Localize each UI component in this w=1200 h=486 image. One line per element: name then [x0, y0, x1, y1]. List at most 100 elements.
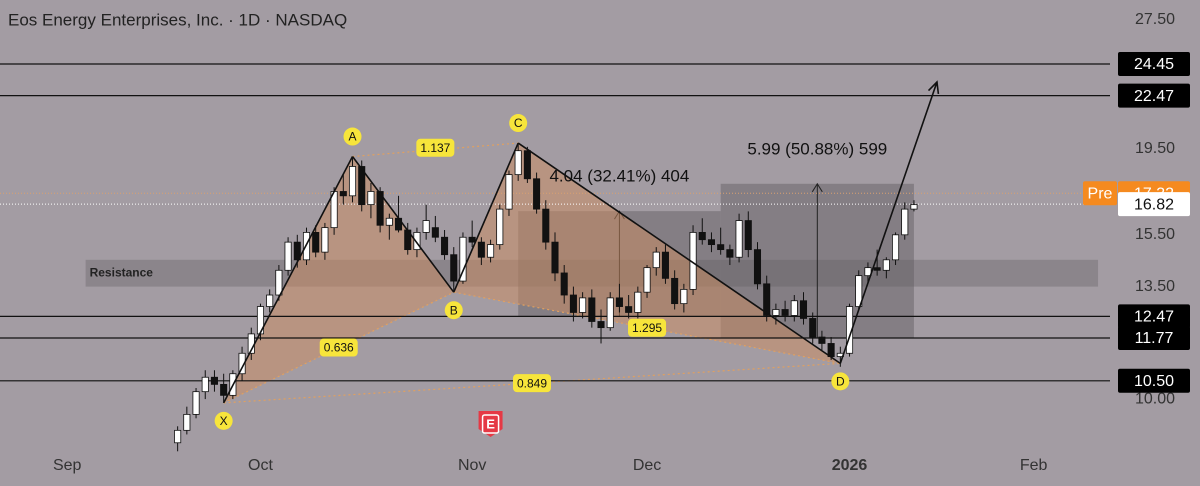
candle-body [661, 251, 669, 279]
level-price-box [1118, 304, 1190, 329]
x-tick-label: 2026 [832, 457, 868, 474]
pattern-point-label: B [450, 303, 458, 317]
candle-body [781, 309, 789, 316]
candle-body [790, 300, 798, 316]
pre-market-tag [1083, 181, 1117, 206]
candle-body [183, 413, 191, 431]
ratio-label: 1.137 [420, 141, 450, 155]
level-price-box [1118, 51, 1190, 76]
candle-body [348, 166, 357, 197]
candle-body [707, 239, 715, 246]
pattern-point-label: D [836, 375, 845, 389]
candle-body [468, 236, 476, 243]
event-label: E [486, 416, 495, 431]
level-price-label: 12.47 [1134, 309, 1174, 326]
pattern-point-badge [343, 127, 362, 146]
ratio-label: 0.849 [517, 376, 547, 390]
candle-body [680, 288, 688, 305]
level-price-label: 22.47 [1134, 88, 1174, 105]
candle-body [450, 254, 458, 282]
x-tick-label: Dec [633, 457, 661, 474]
ratio-badge [319, 338, 358, 357]
candle-body [855, 275, 863, 307]
candle-body [615, 297, 623, 307]
level-price-box [1118, 368, 1190, 393]
candle-body [514, 150, 522, 176]
candle-body [873, 267, 881, 271]
measure-label: 5.99 (50.88%) 599 [747, 139, 887, 158]
candle-body [606, 297, 614, 329]
candle-body [901, 208, 909, 236]
candle-body [569, 294, 577, 313]
candle-body [413, 232, 421, 251]
candle-body [763, 283, 771, 316]
candle-body [312, 232, 320, 253]
ratio-label: 0.636 [324, 341, 354, 355]
level-price-label: 10.50 [1134, 373, 1174, 390]
candle-body [882, 259, 890, 271]
candle-body [717, 244, 725, 251]
ratio-badge [512, 374, 551, 393]
candle-body [174, 429, 182, 444]
candle-body [487, 244, 495, 258]
candle-body [753, 249, 762, 285]
pattern-point-badge [831, 372, 850, 391]
candle-body [238, 352, 246, 375]
candle-body [744, 220, 752, 251]
candle-body [772, 309, 780, 316]
event-badge-inner [481, 414, 500, 434]
pattern-leg [351, 156, 455, 293]
y-tick-label: 10.00 [1135, 390, 1175, 407]
candle-body [210, 376, 218, 385]
x-tick-label: Oct [248, 457, 273, 474]
candle-body [266, 294, 274, 307]
overlay-front: 4.04 (32.41%) 404 5.99 (50.88%) 599 1.137 0… [53, 11, 1190, 474]
pattern-point-label: X [220, 414, 228, 428]
candle-body [385, 217, 393, 226]
level-price-label: 11.77 [1135, 330, 1174, 347]
candle-body [284, 241, 292, 271]
y-tick-label: 19.50 [1135, 140, 1175, 157]
candle-body [220, 383, 228, 396]
candle-body [579, 297, 587, 313]
x-tick-label: Sep [53, 457, 82, 474]
candle-body [441, 236, 449, 256]
candle-body [892, 234, 900, 261]
chart-title: Eos Energy Enterprises, Inc. · 1D · NASD… [8, 10, 347, 29]
candle-body [431, 227, 439, 238]
candle-body [560, 272, 568, 296]
level-price-box [1118, 326, 1190, 351]
pattern-point-badge [444, 301, 463, 320]
candle-body [597, 321, 605, 329]
candle-body [551, 241, 559, 274]
candle-body [505, 174, 513, 210]
candle-body [735, 220, 743, 258]
pattern-leg [222, 156, 354, 404]
pattern-leg [517, 142, 841, 365]
candle-body [275, 269, 283, 296]
candle-body [496, 208, 504, 246]
pattern-leg [453, 142, 519, 293]
candle-body [671, 277, 679, 305]
ratio-label: 1.295 [632, 321, 662, 335]
candle-body [726, 249, 734, 258]
candle-body [588, 297, 596, 322]
y-tick-label: 13.50 [1135, 278, 1175, 295]
candle-body [376, 191, 384, 226]
x-tick-label: Feb [1020, 457, 1048, 474]
resistance-label: Resistance [90, 265, 154, 279]
x-tick-label: Nov [458, 457, 486, 474]
candle-body [799, 300, 808, 319]
candle-body [321, 227, 329, 253]
pattern-point-badge [509, 114, 528, 133]
candle-body [652, 251, 660, 269]
candle-body [459, 236, 467, 282]
pattern-point-badge [214, 411, 233, 430]
candle-body [698, 232, 706, 241]
candle-body [293, 241, 301, 261]
pattern-triangle [453, 143, 841, 364]
pattern-point-label: A [349, 130, 357, 144]
candle-body [809, 318, 817, 338]
candle-body [634, 291, 642, 313]
